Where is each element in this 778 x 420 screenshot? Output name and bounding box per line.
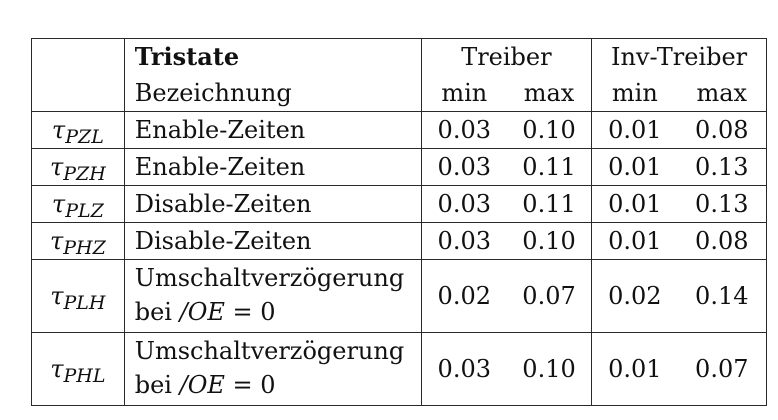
timing-table: Tristate Treiber Inv-Treiber Bezeichnung… [31,38,767,406]
description-expression: /OE [179,298,225,326]
treiber-min-cell: 0.03 [420,185,507,223]
description-cell: Disable-Zeiten [123,185,422,223]
tau-symbol: τ [49,153,64,181]
inv-min-cell: 0.02 [591,259,678,333]
treiber-min-cell: 0.03 [420,148,507,186]
header-group-inv-treiber: Inv-Treiber [591,38,767,75]
header-tristate-sub: Bezeichnung [123,75,422,112]
tau-symbol: τ [51,190,66,218]
inv-max-cell: 0.13 [677,148,767,186]
description-line-2: bei /OE = 0 [135,296,411,330]
symbol-cell: τPLH [31,259,125,333]
description-cell: Umschaltverzögerung bei /OE = 0 [123,259,422,333]
header-treiber-max: max [506,75,593,112]
inv-min-cell: 0.01 [591,332,678,406]
symbol-cell: τPZL [31,111,125,149]
header-inv-min: min [591,75,678,112]
description-cell: Umschaltverzögerung bei /OE = 0 [123,332,422,406]
treiber-max-cell: 0.11 [506,148,593,186]
table-row: τPLZ Disable-Zeiten 0.03 0.11 0.01 0.13 [31,185,767,223]
header-row-2: Bezeichnung min max min max [31,75,767,112]
description-cell: Enable-Zeiten [123,148,422,186]
symbol-subscript: PZL [65,126,104,148]
symbol-subscript: PLZ [65,200,104,222]
header-treiber-min: min [420,75,507,112]
description-expression: /OE [179,371,225,399]
inv-min-cell: 0.01 [591,148,678,186]
tau-symbol: τ [50,282,64,310]
symbol-cell: τPHL [31,332,125,406]
symbol-cell: τPHZ [31,222,125,260]
symbol-subscript: PZH [63,163,106,185]
description-line-1: Umschaltverzögerung [134,337,405,366]
description-cell: Disable-Zeiten [123,222,422,260]
description-prefix: bei [134,298,180,326]
treiber-max-cell: 0.10 [506,332,593,406]
header-row-1: Tristate Treiber Inv-Treiber [31,38,767,75]
treiber-max-cell: 0.07 [506,259,593,333]
description-suffix: = 0 [224,371,276,399]
treiber-min-cell: 0.03 [420,111,507,149]
tau-symbol: τ [51,116,66,144]
description-line-2: bei /OE = 0 [135,369,411,403]
tau-symbol: τ [49,227,64,255]
treiber-max-cell: 0.10 [506,111,593,149]
symbol-cell: τPLZ [31,185,125,223]
table-row: τPHL Umschaltverzögerung bei /OE = 0 0.0… [31,332,767,406]
treiber-min-cell: 0.02 [420,259,507,333]
inv-min-cell: 0.01 [591,185,678,223]
description-line-1: Umschaltverzögerung [134,264,405,293]
inv-min-cell: 0.01 [591,222,678,260]
inv-max-cell: 0.14 [677,259,767,333]
treiber-min-cell: 0.03 [420,332,507,406]
header-inv-max: max [677,75,767,112]
treiber-max-cell: 0.11 [506,185,593,223]
inv-min-cell: 0.01 [591,111,678,149]
description-suffix: = 0 [224,298,276,326]
inv-max-cell: 0.13 [677,185,767,223]
header-tristate-title: Tristate [123,38,422,75]
table-row: τPHZ Disable-Zeiten 0.03 0.10 0.01 0.08 [31,222,767,260]
inv-max-cell: 0.07 [677,332,767,406]
inv-max-cell: 0.08 [677,111,767,149]
symbol-subscript: PLH [63,292,106,314]
description-cell: Enable-Zeiten [123,111,422,149]
inv-max-cell: 0.08 [677,222,767,260]
symbol-subscript: PHL [63,365,106,387]
tau-symbol: τ [50,355,64,383]
symbol-cell: τPZH [31,148,125,186]
treiber-min-cell: 0.03 [420,222,507,260]
table-row: τPZH Enable-Zeiten 0.03 0.11 0.01 0.13 [31,148,767,186]
table-row: τPLH Umschaltverzögerung bei /OE = 0 0.0… [31,259,767,333]
header-empty-cell [31,38,125,75]
symbol-subscript: PHZ [63,237,106,259]
header-group-treiber: Treiber [420,38,593,75]
header-empty-cell [31,75,125,112]
table-row: τPZL Enable-Zeiten 0.03 0.10 0.01 0.08 [31,111,767,149]
description-prefix: bei [134,371,180,399]
treiber-max-cell: 0.10 [506,222,593,260]
